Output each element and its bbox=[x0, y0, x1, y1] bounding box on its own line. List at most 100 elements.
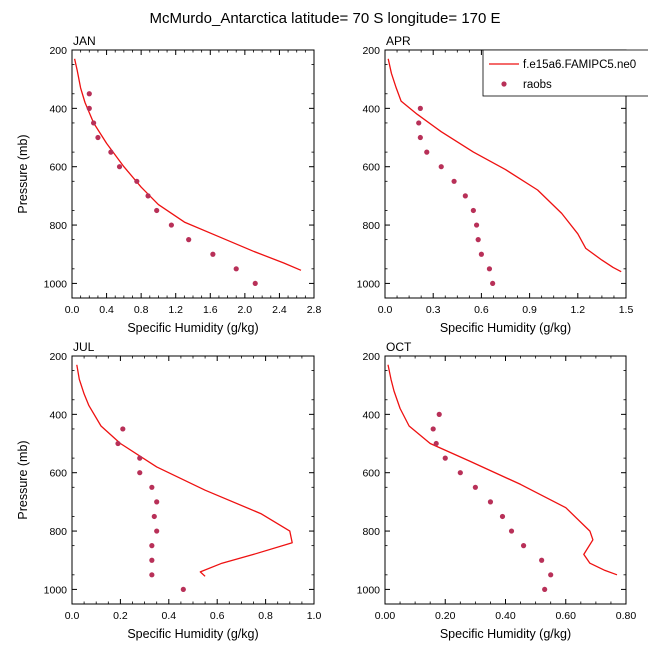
model-profile-line bbox=[73, 58, 302, 271]
y-tick-label: 600 bbox=[362, 162, 380, 174]
raobs-marker bbox=[487, 499, 494, 505]
raobs-marker bbox=[149, 557, 155, 563]
x-tick-label: 0.0 bbox=[65, 610, 80, 622]
y-tick-label: 200 bbox=[362, 351, 380, 363]
x-axis-label: Specific Humidity (g/kg) bbox=[440, 321, 571, 335]
y-tick-label: 400 bbox=[49, 409, 67, 421]
legend-box bbox=[482, 49, 648, 97]
raobs-marker bbox=[233, 266, 239, 272]
model-profile-line bbox=[76, 364, 293, 577]
raobs-marker bbox=[438, 164, 444, 170]
raobs-marker bbox=[149, 484, 155, 490]
x-tick-label: 0.0 bbox=[378, 304, 393, 316]
raobs-marker bbox=[486, 266, 493, 272]
raobs-marker bbox=[416, 120, 422, 126]
raobs-marker bbox=[475, 237, 481, 243]
x-tick-label: 0.40 bbox=[495, 610, 516, 622]
raobs-marker bbox=[490, 280, 496, 287]
legend-label-raobs: raobs bbox=[523, 79, 552, 91]
y-tick-label: 600 bbox=[49, 468, 67, 480]
y-tick-label: 600 bbox=[362, 468, 380, 480]
raobs-marker bbox=[151, 513, 157, 520]
y-axis-label: Pressure (mb) bbox=[16, 134, 30, 213]
model-profile-line bbox=[387, 364, 618, 576]
y-axis-label: Pressure (mb) bbox=[16, 440, 30, 519]
x-tick-label: 0.80 bbox=[616, 610, 637, 622]
y-tick-label: 200 bbox=[49, 351, 67, 363]
legend-label-model: f.e15a6.FAMIPC5.ne0 bbox=[523, 59, 636, 71]
raobs-marker bbox=[86, 105, 92, 111]
y-tick-label: 1000 bbox=[357, 278, 381, 290]
legend-marker-swatch bbox=[501, 81, 507, 87]
x-tick-label: 0.20 bbox=[435, 610, 456, 622]
raobs-marker bbox=[478, 251, 484, 257]
y-tick-label: 400 bbox=[362, 409, 380, 421]
x-axis-label: Specific Humidity (g/kg) bbox=[440, 627, 571, 641]
x-tick-label: 1.2 bbox=[570, 304, 585, 316]
y-tick-label: 800 bbox=[49, 220, 67, 232]
raobs-marker bbox=[168, 222, 174, 228]
plot-frame bbox=[71, 355, 315, 605]
y-tick-label: 400 bbox=[362, 103, 380, 115]
raobs-marker bbox=[252, 280, 258, 287]
panel-oct: OCT 0.00 0.20 0.40 0.60 0.80 200 400 600 800 1000 S… bbox=[357, 340, 637, 641]
x-tick-label: 2.0 bbox=[238, 304, 253, 316]
raobs-marker bbox=[473, 222, 480, 228]
raobs-marker bbox=[116, 164, 123, 170]
x-tick-label: 1.5 bbox=[619, 304, 634, 316]
panels: JAN 0.0 0.4 0.8 1.2 1.6 2.0 2.4 2.8 200 400 600 800 1… bbox=[16, 34, 636, 641]
x-tick-label: 0.00 bbox=[375, 610, 396, 622]
raobs-marker bbox=[542, 586, 548, 593]
x-tick-label: 0.9 bbox=[522, 304, 537, 316]
raobs-marker bbox=[451, 178, 457, 184]
raobs-marker bbox=[137, 455, 143, 461]
raobs-marker bbox=[539, 557, 545, 563]
raobs-marker bbox=[462, 193, 468, 199]
panel-title: OCT bbox=[386, 340, 412, 354]
raobs-marker bbox=[186, 237, 192, 243]
x-tick-label: 0.2 bbox=[113, 610, 128, 622]
raobs-marker bbox=[436, 411, 442, 417]
raobs-marker bbox=[210, 251, 216, 257]
y-tick-label: 800 bbox=[362, 526, 380, 538]
raobs-marker bbox=[134, 178, 140, 184]
x-tick-label: 0.4 bbox=[161, 610, 176, 622]
panel-apr: APR 0.0 0.3 0.6 0.9 1.2 1.5 200 400 600 800 1000 Spe… bbox=[357, 34, 634, 335]
raobs-marker bbox=[95, 134, 101, 141]
x-tick-label: 0.0 bbox=[65, 304, 80, 316]
x-tick-label: 0.6 bbox=[474, 304, 489, 316]
x-tick-label: 0.4 bbox=[99, 304, 114, 316]
y-tick-label: 200 bbox=[49, 45, 67, 57]
x-axis-label: Specific Humidity (g/kg) bbox=[127, 627, 258, 641]
x-tick-label: 0.8 bbox=[134, 304, 149, 316]
raobs-marker bbox=[86, 91, 92, 97]
raobs-marker bbox=[520, 543, 527, 549]
x-tick-label: 1.2 bbox=[168, 304, 183, 316]
plot-frame bbox=[384, 355, 627, 605]
raobs-marker bbox=[154, 528, 160, 534]
raobs-marker bbox=[180, 586, 186, 593]
raobs-marker bbox=[470, 207, 476, 214]
x-axis-label: Specific Humidity (g/kg) bbox=[127, 321, 258, 335]
raobs-marker bbox=[442, 455, 448, 461]
y-tick-label: 800 bbox=[49, 526, 67, 538]
panel-title: APR bbox=[386, 34, 411, 48]
y-tick-label: 600 bbox=[49, 162, 67, 174]
raobs-marker bbox=[149, 543, 155, 549]
y-tick-label: 400 bbox=[49, 103, 67, 115]
raobs-marker bbox=[154, 207, 160, 214]
raobs-marker bbox=[120, 426, 126, 432]
raobs-marker bbox=[137, 470, 143, 476]
x-tick-label: 1.0 bbox=[307, 610, 322, 622]
raobs-marker bbox=[457, 470, 463, 476]
raobs-marker bbox=[472, 484, 478, 490]
x-tick-label: 1.6 bbox=[203, 304, 218, 316]
y-tick-label: 800 bbox=[362, 220, 380, 232]
legend: f.e15a6.FAMIPC5.ne0 raobs bbox=[482, 49, 648, 97]
x-tick-label: 0.60 bbox=[556, 610, 577, 622]
raobs-marker bbox=[115, 440, 121, 447]
y-tick-label: 1000 bbox=[44, 278, 68, 290]
raobs-marker bbox=[508, 528, 515, 534]
panel-title: JAN bbox=[73, 34, 96, 48]
raobs-marker bbox=[145, 193, 151, 199]
